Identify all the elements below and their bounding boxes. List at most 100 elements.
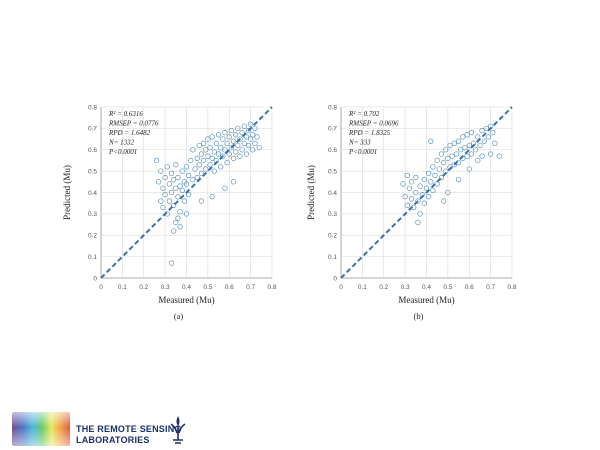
y-tick-label: 0.4 (88, 190, 97, 197)
stats-line: P<0.0001 (108, 148, 137, 156)
data-point (417, 211, 423, 217)
x-axis-label: Measured (Mu) (158, 295, 214, 305)
data-point (168, 170, 175, 176)
data-point (402, 194, 408, 200)
data-point (245, 127, 252, 134)
x-tick-label: 0 (339, 284, 343, 291)
y-tick-label: 0.3 (328, 211, 337, 218)
remote-sensing-logo: THE REMOTE SENSING LABORATORIES (12, 412, 202, 446)
data-point (451, 140, 457, 146)
y-tick-label: 0.6 (88, 147, 97, 154)
data-point (400, 181, 406, 187)
data-point (421, 177, 428, 183)
data-point (224, 159, 230, 166)
data-point (177, 209, 183, 215)
data-point (436, 166, 442, 172)
data-point (218, 144, 224, 151)
y-tick-label: 0.3 (88, 211, 97, 218)
spectrum-logo-icon (12, 412, 70, 446)
y-tick-label: 0.4 (328, 190, 337, 197)
data-point (228, 127, 235, 134)
x-tick-label: 0.4 (182, 284, 191, 291)
data-point (228, 144, 235, 151)
y-tick-label: 0.8 (88, 104, 97, 111)
stats-line: N= 333 (348, 139, 371, 147)
data-point (413, 174, 419, 181)
x-tick-label: 0 (99, 284, 103, 291)
data-point (485, 134, 492, 140)
data-point (196, 142, 202, 149)
data-point (173, 162, 179, 168)
data-point (415, 219, 421, 226)
y-tick-label: 0.8 (328, 104, 337, 111)
data-point (235, 142, 241, 149)
data-point (183, 181, 190, 187)
y-tick-label: 0.7 (328, 126, 337, 133)
data-point (203, 147, 209, 153)
data-point (166, 198, 173, 204)
data-point (430, 187, 436, 194)
y-axis-label: Predicted (Mu) (62, 165, 72, 220)
data-point (185, 191, 192, 198)
data-point (252, 140, 258, 146)
data-point (440, 159, 447, 166)
x-tick-label: 0.5 (203, 284, 212, 291)
data-point (181, 198, 188, 204)
data-point (209, 155, 215, 161)
data-point (481, 138, 487, 144)
data-point (218, 164, 224, 170)
stats-line: P<0.0001 (348, 148, 377, 156)
data-point (173, 185, 179, 191)
data-point (158, 198, 164, 204)
data-point (183, 164, 190, 170)
data-point (254, 134, 260, 140)
data-point (468, 129, 475, 136)
data-point (222, 147, 228, 153)
data-point (220, 153, 226, 159)
data-point (164, 164, 170, 170)
data-point (175, 194, 181, 200)
data-point (252, 125, 258, 132)
data-point (256, 144, 262, 151)
x-tick-label: 0.6 (465, 284, 474, 291)
y-tick-label: 0.5 (328, 168, 337, 175)
data-point (483, 125, 490, 132)
data-point (404, 202, 410, 208)
data-point (185, 172, 192, 179)
data-point (241, 140, 247, 146)
data-point (466, 142, 472, 149)
data-point (177, 183, 183, 189)
data-point (190, 147, 196, 153)
data-point (492, 140, 498, 146)
x-tick-label: 0.1 (358, 284, 367, 291)
x-tick-label: 0.6 (225, 284, 234, 291)
data-point (177, 224, 183, 230)
stats-line: N= 1332 (108, 139, 135, 147)
one-to-one-fit-line (100, 106, 273, 279)
data-point (222, 129, 228, 136)
data-point (455, 177, 462, 183)
scatter-panel-a: 0 0.1 0.2 0.3 0.4 0.5 0.6 0.7 0.8 0 0.1 0.2 0.3 0.4 0.… (62, 104, 277, 321)
x-tick-label: 0.8 (507, 284, 516, 291)
x-tick-label: 0.1 (118, 284, 127, 291)
y-tick-label: 0.5 (88, 168, 97, 175)
data-point (239, 147, 245, 153)
y-tick-label: 0.7 (88, 126, 97, 133)
logo-text-line2: LABORATORIES (76, 435, 150, 445)
data-point (462, 144, 468, 151)
data-point (205, 136, 211, 142)
data-point (198, 170, 205, 176)
data-point (417, 183, 423, 189)
data-point (171, 228, 177, 234)
data-point (451, 162, 457, 168)
y-tick-label: 0.2 (88, 233, 97, 240)
data-point (188, 157, 194, 164)
data-point (245, 142, 252, 149)
data-point (233, 149, 239, 155)
data-point (226, 134, 232, 140)
data-point (183, 211, 190, 217)
data-point (153, 157, 160, 164)
stats-line: RPD = 1.6482 (108, 129, 151, 137)
data-point (434, 157, 440, 164)
